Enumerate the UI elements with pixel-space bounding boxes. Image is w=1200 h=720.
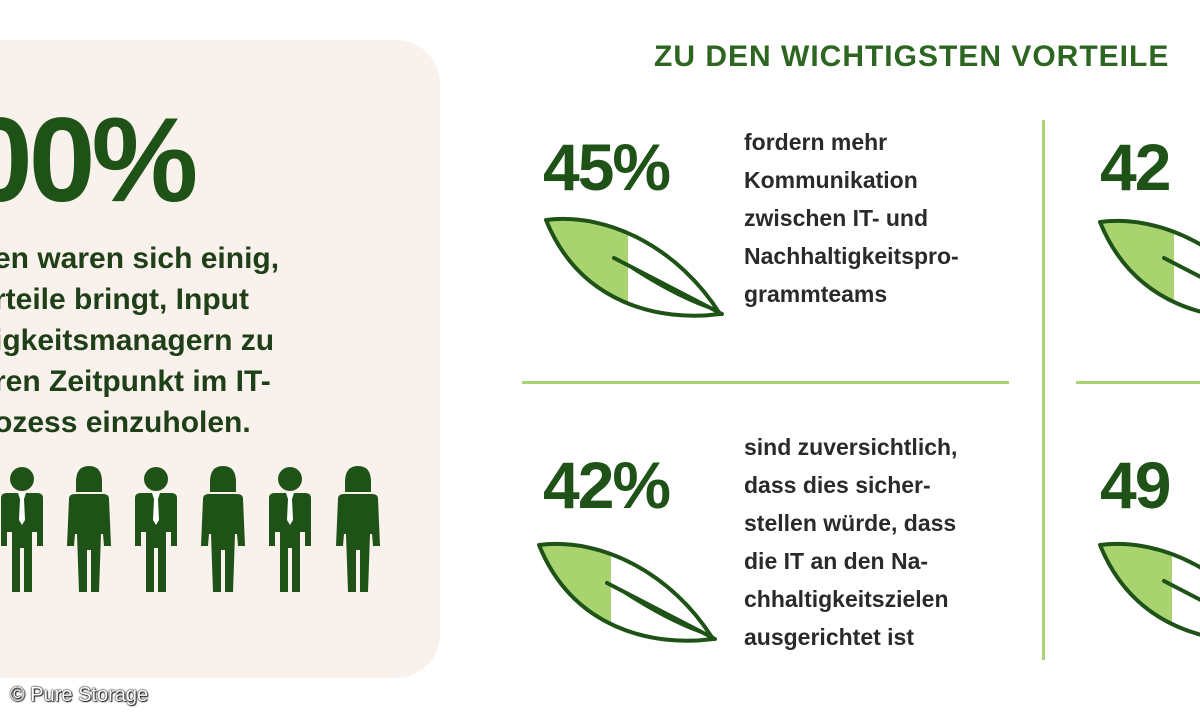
divider-vertical [1042,120,1045,660]
stat-line: zwischen IT- und [744,205,929,231]
stat-description: sind zuversichtlich, dass dies sicher- s… [744,428,957,656]
summary-line: en waren sich einig, [0,242,280,275]
leaf-icon [544,217,724,318]
stat-line: Nachhaltigkeitspro- [744,243,959,269]
stat-value: 42 [1100,130,1171,204]
male-person-icon [135,467,177,592]
summary-text: en waren sich einig, rteile bringt, Inpu… [0,238,354,443]
stat-line: stellen würde, dass [744,510,957,536]
stat-line: Kommunikation [744,167,918,193]
stat-line: ausgerichtet ist [744,624,914,650]
stat-line: sind zuversichtlich, [744,434,958,460]
female-person-icon [336,466,380,592]
divider-horizontal [1076,381,1200,384]
stat-description: fordern mehr Kommunikation zwischen IT- … [744,123,959,313]
section-heading: ZU DEN WICHTIGSTEN VORTEILE [654,40,1170,73]
stat-line: fordern mehr [744,129,888,155]
leaf-icon [1098,219,1200,318]
summary-percent: 00% [0,93,198,227]
divider-horizontal [522,381,1009,384]
leaf-icon [537,542,717,643]
summary-line: igkeitsmanagern zu [0,324,275,357]
stat-value: 45% [543,130,671,204]
stat-value: 49 [1100,448,1171,522]
stat-line: grammteams [744,281,888,307]
stat-line: die IT an den Na- [744,548,929,574]
male-person-icon [269,467,311,592]
leaf-icon [1098,542,1200,641]
male-person-icon [1,467,43,592]
female-person-icon [201,466,245,592]
stat-line: chhaltigkeitszielen [744,586,949,612]
people-icons [1,466,380,592]
female-person-icon [67,466,111,592]
stat-line: dass dies sicher- [744,472,931,498]
summary-line: rteile bringt, Input [0,283,249,316]
stat-value: 42% [543,448,671,522]
summary-line: ozess einzuholen. [0,406,251,439]
summary-line: ren Zeitpunkt im IT- [0,365,271,398]
copyright-notice: © Pure Storage [10,684,149,706]
